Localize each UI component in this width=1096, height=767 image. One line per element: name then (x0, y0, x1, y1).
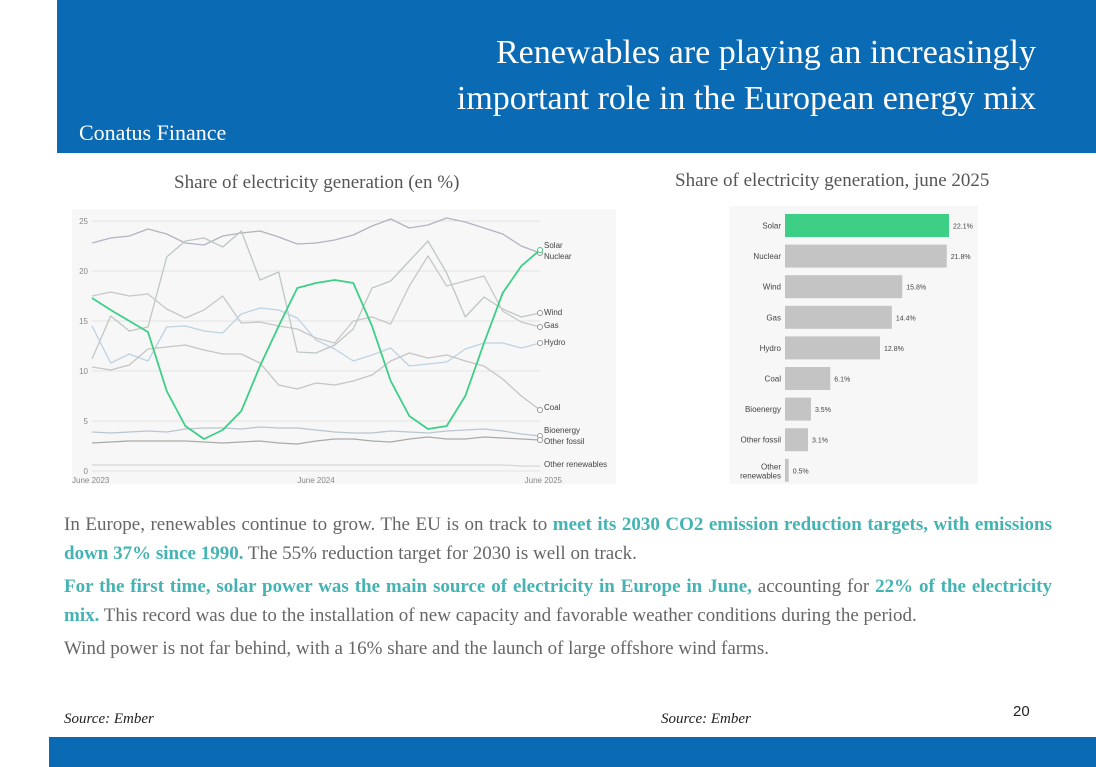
bar-value-label: 6.1% (834, 377, 850, 384)
p2-text-a: accounting for (751, 576, 876, 597)
y-tick-label: 0 (84, 467, 89, 476)
bar-chart: Solar 22.1% Nuclear 21.8% Wind 15.8% Gas 14.4% H… (740, 214, 973, 482)
bar-coal (785, 367, 831, 390)
bar-category-label: Coal (765, 375, 782, 384)
bar-category-label: renewables (740, 471, 781, 480)
bar-category-label: Solar (762, 222, 781, 231)
source-left: Source: Ember (64, 711, 154, 727)
bar-category-label: Hydro (760, 344, 782, 353)
slide-title-line-2: important role in the European energy mi… (456, 80, 1036, 117)
end-point-solar (537, 247, 543, 253)
paragraph-3: Wind power is not far behind, with a 16%… (64, 638, 770, 659)
slide-title-line-1: Renewables are playing an increasingly (495, 34, 1036, 71)
paragraph-1: In Europe, renewables continue to grow. … (64, 510, 1052, 568)
series-label-gas: Gas (544, 321, 559, 330)
bar-value-label: 14.4% (896, 315, 916, 322)
bar-other-fossil (785, 428, 809, 452)
bar-category-label: Gas (766, 313, 781, 322)
bar-chart-panel: Solar 22.1% Nuclear 21.8% Wind 15.8% Gas 14.4% H… (729, 206, 978, 484)
y-tick-label: 20 (79, 267, 88, 276)
end-point-gas (537, 324, 543, 330)
x-tick-label: June 2024 (297, 476, 335, 484)
bar-value-label: 3.1% (812, 438, 828, 445)
series-label-hydro: Hydro (544, 338, 566, 347)
end-point-other-fossil (537, 437, 543, 443)
series-label-coal: Coal (544, 403, 561, 412)
bar-nuclear (785, 244, 947, 268)
bar-category-label: Other fossil (741, 436, 782, 445)
paragraph-2: For the first time, solar power was the … (64, 572, 1052, 630)
bar-bioenergy (785, 397, 811, 421)
slide-title: Renewables are playing an increasingly i… (276, 30, 1036, 122)
p2-text-b: This record was due to the installation … (99, 605, 917, 626)
series-label-wind: Wind (544, 308, 562, 317)
p1-text-b: The 55% reduction target for 2030 is wel… (243, 543, 637, 564)
series-line-coal (91, 344, 541, 411)
y-tick-label: 5 (84, 417, 89, 426)
y-tick-label: 15 (79, 317, 88, 326)
series-label-nuclear: Nuclear (544, 252, 572, 261)
brand-name: Conatus Finance (79, 120, 227, 145)
footer-bar (49, 737, 1096, 767)
p1-text-a: In Europe, renewables continue to grow. … (64, 514, 553, 535)
p2-highlight-1: For the first time, solar power was the … (64, 576, 752, 597)
bar-wind (785, 275, 903, 299)
series-line-wind (91, 230, 541, 360)
body-text: In Europe, renewables continue to grow. … (64, 510, 1052, 667)
series-line-gas (91, 255, 541, 344)
bar-value-label: 22.1% (953, 224, 973, 231)
y-tick-label: 10 (79, 367, 88, 376)
bar-category-label: Nuclear (753, 252, 781, 261)
series-label-bioenergy: Bioenergy (544, 426, 580, 435)
end-point-coal (537, 407, 543, 413)
bar-category-label: Other (761, 462, 781, 471)
bar-gas (785, 305, 892, 329)
series-label-other-renewables: Other renewables (544, 460, 607, 469)
x-tick-label: June 2023 (72, 476, 110, 484)
source-right: Source: Ember (661, 711, 751, 727)
header-banner: Renewables are playing an increasingly i… (57, 0, 1096, 153)
end-point-hydro (537, 340, 543, 346)
series-line-other-renewables (92, 464, 540, 467)
bar-value-label: 12.8% (884, 346, 904, 353)
end-point-wind (537, 310, 543, 316)
y-tick-label: 25 (79, 217, 88, 226)
bar-category-label: Wind (763, 283, 781, 292)
page-number: 20 (1013, 703, 1030, 720)
bar-other-renewables (785, 458, 789, 482)
bar-value-label: 15.8% (906, 285, 926, 292)
series-label-solar: Solar (544, 241, 563, 250)
bar-chart-title: Share of electricity generation, june 20… (675, 170, 990, 191)
bar-value-label: 3.5% (815, 407, 831, 414)
p1-highlight: meet its 2030 CO2 emission reduction tar… (64, 514, 1052, 564)
line-chart: 0 5 10 15 20 25 June 2023 June 2024 June 2025 Sol… (72, 217, 607, 484)
series-line-bioenergy (91, 426, 541, 437)
bar-category-label: Bioenergy (745, 405, 781, 414)
p2-highlight-2: 22% of the electricity mix. (64, 576, 1053, 626)
bar-solar (785, 214, 949, 237)
series-line-solar (91, 249, 541, 440)
x-tick-label: June 2025 (525, 476, 563, 484)
bar-value-label: 0.5% (793, 468, 809, 475)
series-line-hydro (91, 307, 541, 367)
bar-hydro (785, 336, 880, 360)
line-chart-panel: 0 5 10 15 20 25 June 2023 June 2024 June 2025 Sol… (72, 209, 616, 484)
series-line-other-fossil (91, 436, 541, 445)
line-chart-title: Share of electricity generation (en %) (174, 172, 460, 193)
series-label-other-fossil: Other fossil (544, 437, 585, 446)
series-line-nuclear (91, 217, 541, 254)
bar-value-label: 21.8% (951, 254, 971, 261)
